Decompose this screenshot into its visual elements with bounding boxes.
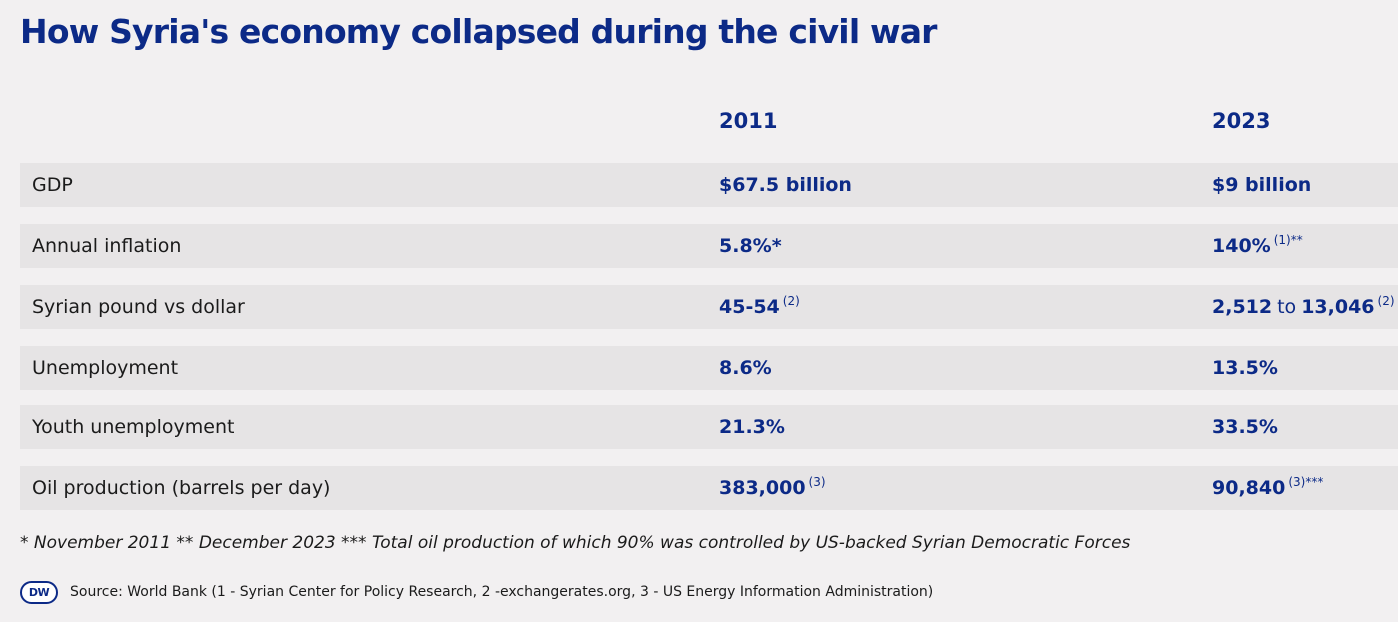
value-note: (1)** (1273, 233, 1303, 247)
value: 45-54 (719, 296, 780, 318)
column-header-2023: 2023 (1212, 109, 1271, 133)
value: 90,840 (1212, 477, 1286, 499)
value-note: (2) (782, 294, 800, 308)
table-row: Youth unemployment 21.3% 33.5% (20, 405, 1398, 449)
range-connector: to (1277, 296, 1297, 318)
value-note: (3)*** (1288, 475, 1324, 489)
column-header-2011: 2011 (719, 109, 778, 133)
row-label: Syrian pound vs dollar (32, 296, 245, 318)
value-cell-2011: 5.8%* (719, 224, 782, 268)
table-row: Annual inflation 5.8%* 140% (1)** (20, 224, 1398, 268)
dw-logo-icon: DW (20, 580, 58, 604)
value: 140% (1212, 235, 1271, 257)
row-label: Annual inflation (32, 235, 182, 257)
row-label: Unemployment (32, 357, 179, 379)
value-cell-2023: 2,512 to 13,046 (2) (1212, 285, 1395, 329)
row-label: GDP (32, 174, 73, 196)
footnote: * November 2011 ** December 2023 *** Tot… (20, 533, 1131, 553)
value-cell-2023: 90,840 (3)*** (1212, 466, 1323, 510)
table-row: Unemployment 8.6% 13.5% (20, 346, 1398, 390)
value: 5.8%* (719, 235, 782, 257)
value-cell-2023: 13.5% (1212, 346, 1278, 390)
value-cell-2011: $67.5 billion (719, 163, 852, 207)
value-cell-2023: 33.5% (1212, 405, 1278, 449)
value-from: 2,512 (1212, 296, 1273, 318)
table-row: Syrian pound vs dollar 45-54 (2) 2,512 to 1… (20, 285, 1398, 329)
value: $9 billion (1212, 174, 1312, 196)
logo-text: DW (28, 585, 50, 599)
value: $67.5 billion (719, 174, 852, 196)
value: 21.3% (719, 416, 785, 438)
value-to: 13,046 (1301, 296, 1375, 318)
value: 383,000 (719, 477, 806, 499)
source-text: Source: World Bank (1 - Syrian Center fo… (70, 584, 934, 600)
value-cell-2023: 140% (1)** (1212, 224, 1303, 268)
value-cell-2011: 8.6% (719, 346, 772, 390)
row-label: Youth unemployment (32, 416, 235, 438)
value: 8.6% (719, 357, 772, 379)
table-row: GDP $67.5 billion $9 billion (20, 163, 1398, 207)
table-row: Oil production (barrels per day) 383,000… (20, 466, 1398, 510)
value-note: (2) (1377, 294, 1395, 308)
value-cell-2011: 383,000 (3) (719, 466, 826, 510)
value: 33.5% (1212, 416, 1278, 438)
value-cell-2011: 45-54 (2) (719, 285, 800, 329)
chart-title: How Syria's economy collapsed during the… (20, 12, 937, 51)
value-cell-2011: 21.3% (719, 405, 785, 449)
row-label: Oil production (barrels per day) (32, 477, 331, 499)
value: 13.5% (1212, 357, 1278, 379)
value-cell-2023: $9 billion (1212, 163, 1311, 207)
source-line: DW Source: World Bank (1 - Syrian Center… (20, 579, 933, 605)
value-note: (3) (808, 475, 826, 489)
